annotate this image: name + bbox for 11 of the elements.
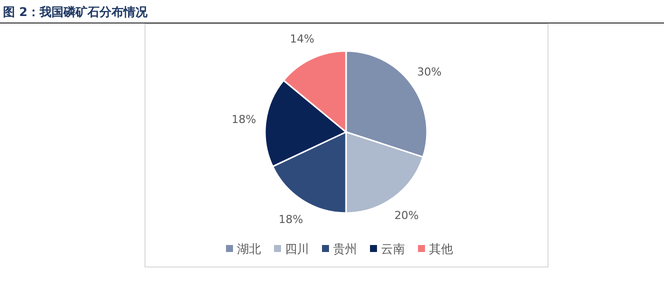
- text: 图 2：我国磷矿石分布情况: [3, 5, 149, 19]
- legend-label: 贵州: [333, 242, 357, 256]
- data-label: 18%: [232, 112, 256, 126]
- legend-label: 其他: [429, 242, 453, 256]
- data-label: 30%: [417, 65, 442, 78]
- legend-label: 湖北: [237, 242, 261, 256]
- data-label: 18%: [278, 212, 304, 226]
- legend-label: 四川: [285, 242, 309, 256]
- data-label: 20%: [394, 209, 419, 222]
- legend-label: 云南: [381, 242, 405, 256]
- data-label: 14%: [290, 32, 314, 46]
